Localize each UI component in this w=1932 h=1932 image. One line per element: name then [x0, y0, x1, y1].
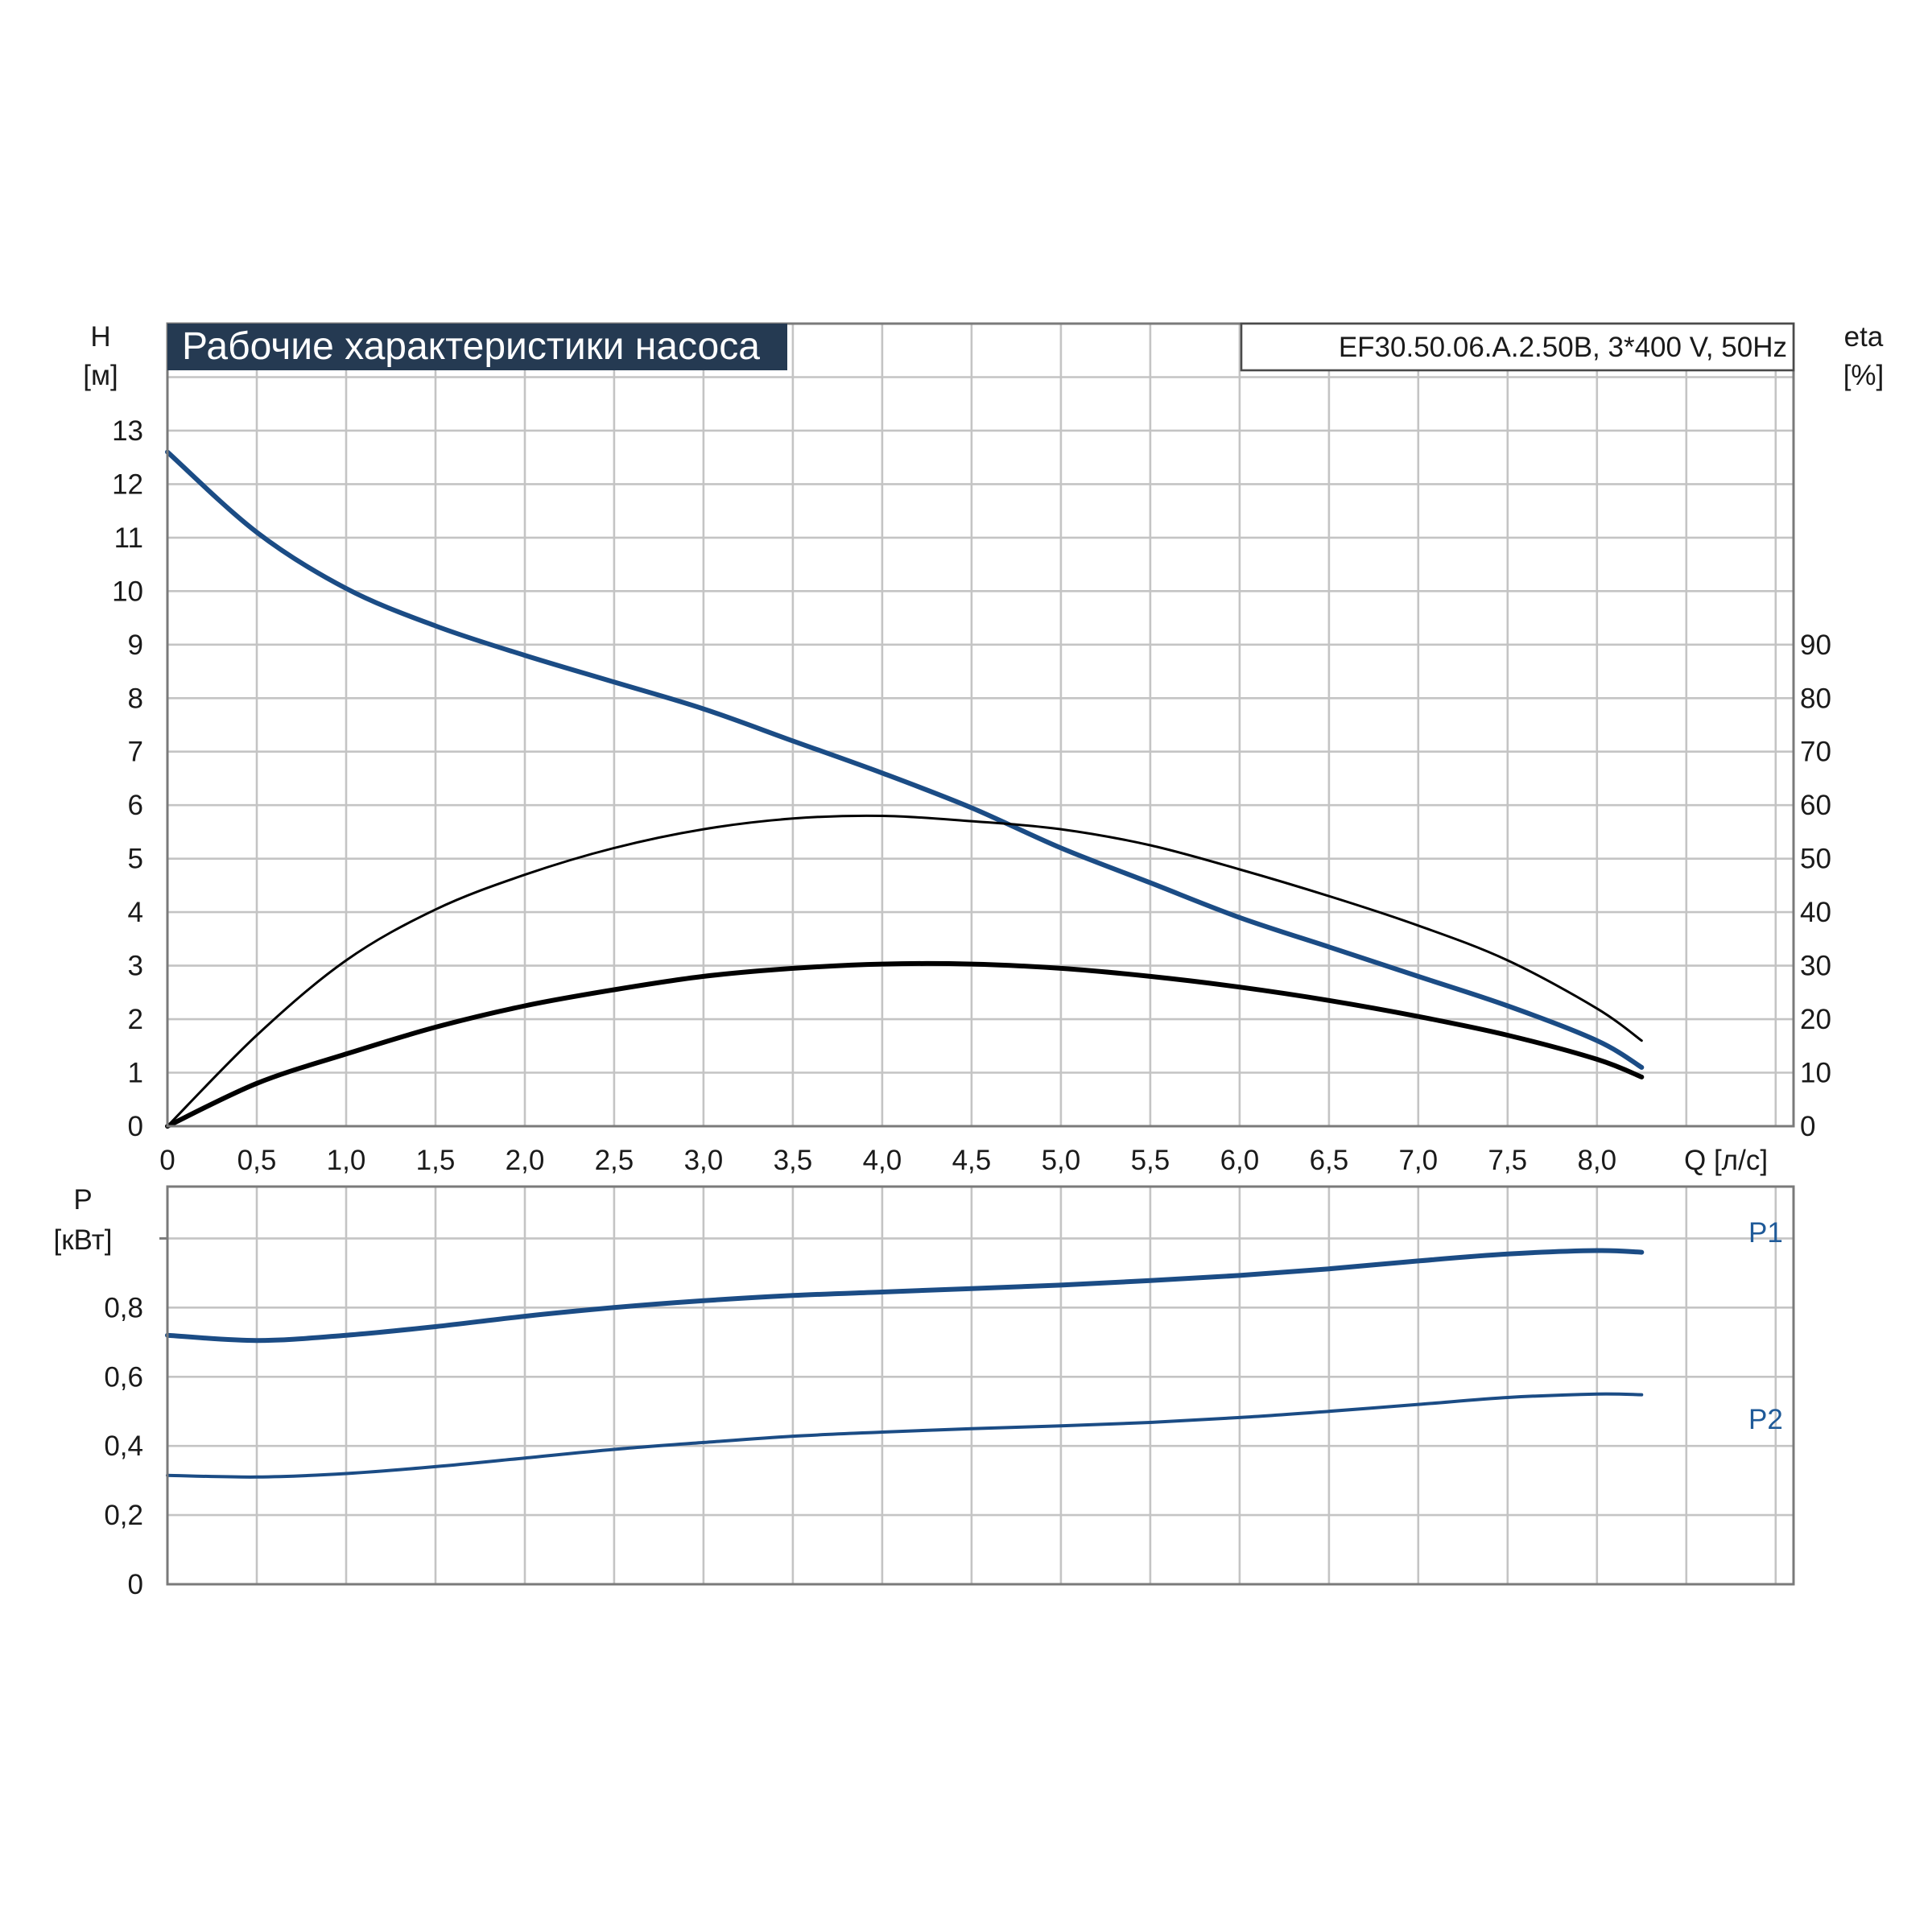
head-tick-label: 2 [128, 1004, 143, 1035]
model-label: EF30.50.06.A.2.50B, 3*400 V, 50Hz [1339, 332, 1787, 363]
head-tick-label: 11 [114, 522, 143, 554]
power-series [165, 1248, 1645, 1479]
eta-tick-label: 90 [1800, 630, 1831, 661]
power-grid [167, 1187, 1794, 1584]
flow-tick-label: 8,0 [1577, 1145, 1616, 1176]
flow-axis-label: Q [л/с] [1684, 1145, 1768, 1176]
flow-tick-label: 5,0 [1042, 1145, 1081, 1176]
eta-tick-label: 0 [1800, 1111, 1815, 1142]
head-tick-labels: 0 0,5 1,0 1,5 2,0 2,5 3,0 3,5 4,0 4,5 5,0 5,5 6,0 6,5… [112, 415, 1831, 1176]
power-tick-label: 0,6 [104, 1361, 143, 1393]
head-tick-label: 13 [112, 415, 143, 447]
flow-tick-label: 1,0 [327, 1145, 366, 1176]
power-axis-label: P [73, 1184, 92, 1216]
head-tick-label: 0 [128, 1111, 143, 1142]
eta-tick-label: 50 [1800, 844, 1831, 875]
power-panel: 0 0,2 0,4 0,6 0,8 P [кВт] P1 P2 [54, 1184, 1795, 1600]
power-tick-label: 0,8 [104, 1292, 143, 1323]
head-tick-label: 10 [112, 576, 143, 607]
power-tick-label: 0,2 [104, 1500, 143, 1531]
head-panel-frame [166, 322, 1795, 1128]
head-tick-label: 3 [128, 951, 143, 982]
head-axis-label: H [90, 321, 110, 353]
head-tick-label: 7 [128, 737, 143, 768]
flow-tick-label: 0 [159, 1145, 175, 1176]
eta-tick-label: 40 [1800, 897, 1831, 928]
power-tick-label: 0 [128, 1569, 143, 1600]
power-panel-frame [166, 1185, 1795, 1586]
head-curve [165, 449, 1645, 1070]
chart-title: Рабочие характеристики насоса [182, 325, 760, 368]
flow-tick-label: 3,0 [684, 1145, 724, 1176]
flow-tick-label: 1,5 [416, 1145, 456, 1176]
head-tick-label: 12 [112, 469, 143, 500]
flow-tick-label: 7,0 [1398, 1145, 1438, 1176]
head-grid [167, 324, 1794, 1126]
chart-title-box [167, 324, 787, 370]
head-panel: 0 0,5 1,0 1,5 2,0 2,5 3,0 3,5 4,0 4,5 5,0 5,5 6,0 6,5… [83, 321, 1884, 1176]
head-tick-label: 8 [128, 683, 143, 714]
power-axis-unit: [кВт] [54, 1224, 113, 1256]
head-axis-unit: [м] [83, 360, 118, 391]
flow-tick-label: 2,5 [595, 1145, 634, 1176]
head-tick-label: 4 [128, 897, 143, 928]
head-efficiency-series [165, 449, 1645, 1129]
flow-tick-label: 0,5 [237, 1145, 277, 1176]
p2-series-label: P2 [1748, 1404, 1783, 1435]
efficiency-curve [166, 814, 1643, 1128]
head-tick-label: 5 [128, 844, 143, 875]
p1-series-label: P1 [1748, 1217, 1783, 1249]
flow-tick-label: 4,5 [952, 1145, 992, 1176]
flow-tick-label: 6,5 [1310, 1145, 1349, 1176]
p1-curve [165, 1248, 1645, 1344]
p2-curve [166, 1392, 1644, 1479]
eta-tick-label: 60 [1800, 790, 1831, 821]
head-tick-label: 6 [128, 790, 143, 821]
eta-tick-label: 10 [1800, 1058, 1831, 1089]
flow-tick-label: 7,5 [1488, 1145, 1527, 1176]
flow-tick-label: 3,5 [774, 1145, 813, 1176]
total-efficiency-curve [165, 960, 1645, 1129]
flow-tick-label: 6,0 [1220, 1145, 1260, 1176]
flow-tick-label: 4,0 [863, 1145, 902, 1176]
eta-axis-label: eta [1844, 321, 1884, 353]
eta-tick-label: 70 [1800, 737, 1831, 768]
eta-tick-label: 20 [1800, 1004, 1831, 1035]
eta-tick-label: 30 [1800, 951, 1831, 982]
power-tick-labels: 0 0,2 0,4 0,6 0,8 [104, 1236, 167, 1600]
power-tick-label: 0,4 [104, 1430, 143, 1462]
model-box [1240, 322, 1795, 372]
flow-tick-label: 2,0 [506, 1145, 545, 1176]
flow-tick-label: 5,5 [1131, 1145, 1170, 1176]
head-tick-label: 1 [128, 1058, 143, 1089]
eta-axis-unit: [%] [1843, 360, 1885, 391]
eta-tick-label: 80 [1800, 683, 1831, 714]
head-tick-label: 9 [128, 630, 143, 661]
